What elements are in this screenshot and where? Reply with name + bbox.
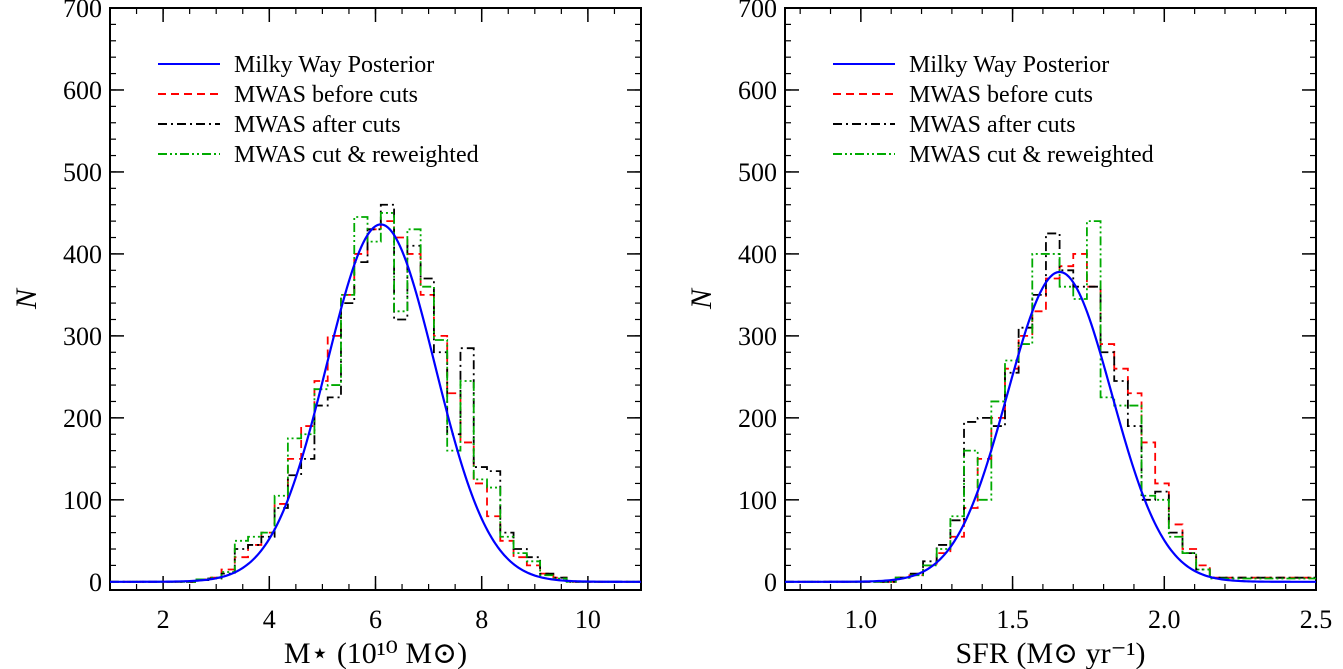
mass-legend-label: Milky Way Posterior xyxy=(234,52,434,78)
mass-y-tick-label: 0 xyxy=(89,568,102,597)
sfr-y-tick-label: 500 xyxy=(738,158,777,187)
sfr-x-tick-label: 1.0 xyxy=(845,605,878,634)
mass-x-tick-label: 2 xyxy=(157,605,170,634)
mass-legend-label: MWAS before cuts xyxy=(234,82,418,108)
mass-legend-label: MWAS cut & reweighted xyxy=(234,142,479,168)
mass-legend-label: MWAS after cuts xyxy=(234,112,401,138)
sfr-x-tick-label: 2.0 xyxy=(1148,605,1181,634)
mass-x-tick-label: 4 xyxy=(263,605,276,634)
mass-x-axis-label: M⋆ (10¹⁰ M⊙) xyxy=(284,637,467,669)
sfr-y-tick-label: 700 xyxy=(738,0,777,23)
sfr-x-tick-label: 2.5 xyxy=(1300,605,1333,634)
mass-x-tick-label: 8 xyxy=(475,605,488,634)
mass-y-tick-label: 700 xyxy=(63,0,102,23)
mass-series-solid xyxy=(110,224,641,581)
sfr-series-dashdot xyxy=(785,233,1316,581)
mass-series-dashdot xyxy=(110,205,641,582)
sfr-series-dashed xyxy=(785,254,1316,582)
sfr-legend-label: Milky Way Posterior xyxy=(909,52,1109,78)
sfr-y-tick-label: 300 xyxy=(738,322,777,351)
mass-y-tick-label: 600 xyxy=(63,76,102,105)
mass-series-dashed xyxy=(110,221,641,582)
sfr-legend-label: MWAS before cuts xyxy=(909,82,1093,108)
mass-x-tick-label: 6 xyxy=(369,605,382,634)
sfr-x-tick-label: 1.5 xyxy=(996,605,1029,634)
sfr-y-tick-label: 100 xyxy=(738,486,777,515)
sfr-y-axis-label: N xyxy=(685,287,718,310)
sfr-legend-label: MWAS cut & reweighted xyxy=(909,142,1154,168)
sfr-y-tick-label: 600 xyxy=(738,76,777,105)
sfr-series-solid xyxy=(785,272,1316,582)
mass-x-tick-label: 10 xyxy=(575,605,601,634)
mass-y-axis-label: N xyxy=(10,287,43,310)
sfr-y-tick-label: 400 xyxy=(738,240,777,269)
sfr-y-tick-label: 0 xyxy=(764,568,777,597)
sfr-x-axis-label: SFR (M⊙ yr⁻¹) xyxy=(956,637,1146,669)
mass-y-tick-label: 300 xyxy=(63,322,102,351)
sfr-legend-label: MWAS after cuts xyxy=(909,112,1076,138)
mass-series-dashdotdot xyxy=(110,213,641,582)
mass-y-tick-label: 500 xyxy=(63,158,102,187)
mass-y-tick-label: 200 xyxy=(63,404,102,433)
sfr-histogram-panel: 1.0 1.5 2.0 2.5 0 100 200 300 400 500 600 700 SFR (M… xyxy=(685,0,1332,669)
mass-y-tick-label: 400 xyxy=(63,240,102,269)
sfr-y-tick-label: 200 xyxy=(738,404,777,433)
mass-y-tick-label: 100 xyxy=(63,486,102,515)
